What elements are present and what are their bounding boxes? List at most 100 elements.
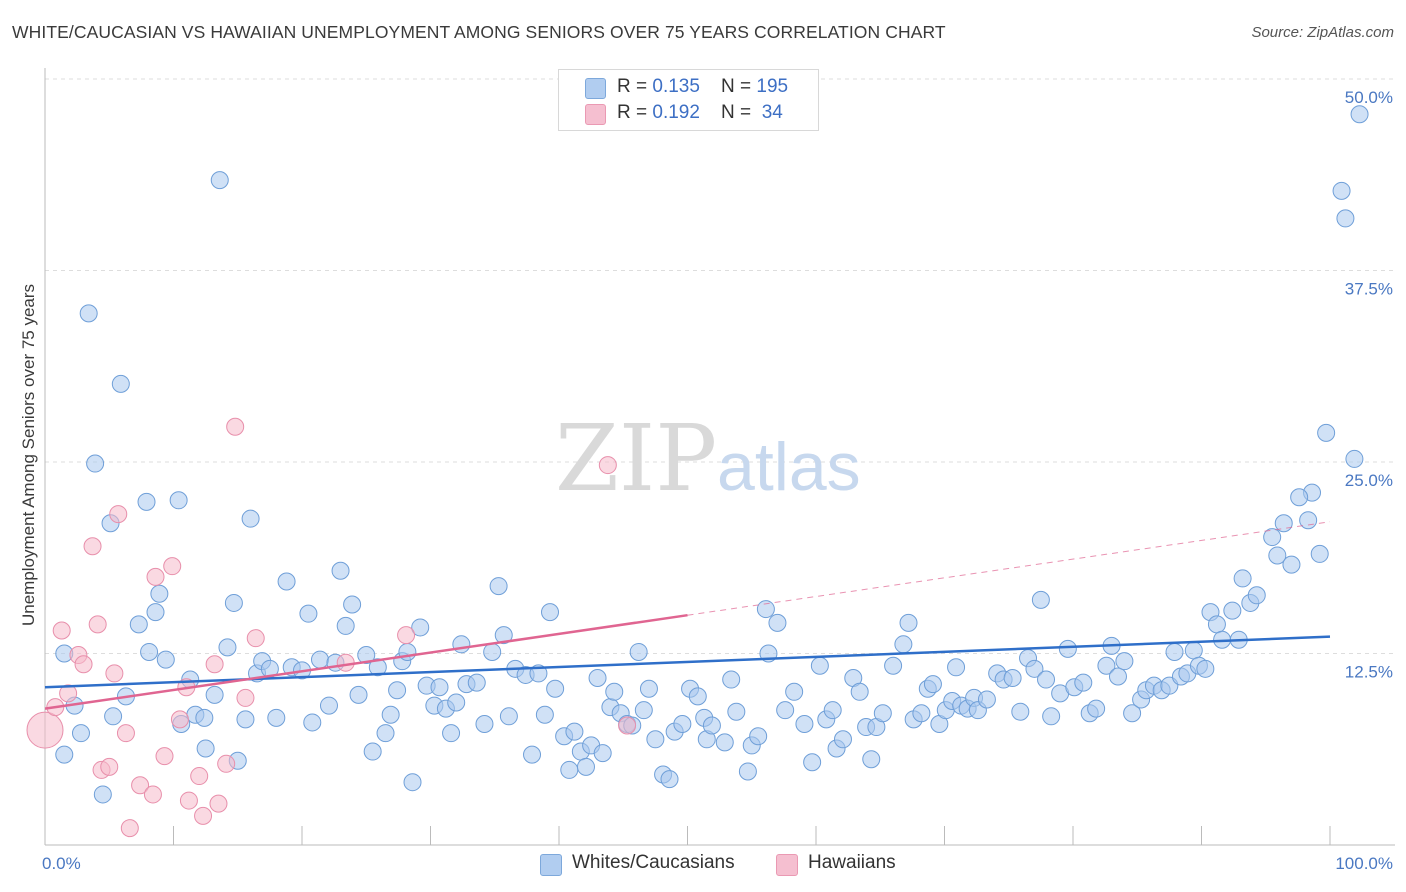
data-point-whites (1184, 641, 1203, 660)
data-point-whites (785, 682, 804, 701)
y-tick-label: 12.5% (1345, 663, 1393, 682)
chart-title: WHITE/CAUCASIAN VS HAWAIIAN UNEMPLOYMENT… (12, 22, 946, 42)
bottom-legend-swatch-whites (540, 854, 562, 876)
data-point-whites (899, 613, 918, 632)
data-point-whites (236, 710, 255, 729)
data-point-hawaiians (59, 684, 78, 703)
data-point-whites (55, 745, 74, 764)
legend-swatch-hawaiians (585, 104, 606, 125)
data-point-hawaiians (226, 417, 245, 436)
trend-line-hawaiians (44, 613, 688, 710)
data-point-whites (1317, 423, 1336, 442)
data-point-whites (195, 708, 214, 727)
data-point-whites (349, 685, 368, 704)
data-point-whites (499, 707, 518, 726)
data-point-hawaiians (209, 794, 228, 813)
data-point-whites (1332, 181, 1351, 200)
axes (44, 68, 1395, 846)
data-point-whites (1087, 699, 1106, 718)
data-point-whites (947, 658, 966, 677)
data-point-hawaiians (116, 724, 135, 743)
data-point-hawaiians (52, 621, 71, 640)
series-hawaiians (26, 417, 637, 838)
data-point-whites (71, 724, 90, 743)
data-point-whites (629, 642, 648, 661)
data-point-whites (884, 656, 903, 675)
source-label: Source: ZipAtlas.com (1251, 24, 1394, 41)
data-point-whites (1123, 704, 1142, 723)
data-point-hawaiians (105, 664, 124, 683)
data-point-whites (702, 716, 721, 735)
data-point-whites (795, 714, 814, 733)
data-point-whites (140, 642, 159, 661)
trend-line-whites (44, 635, 1331, 689)
data-point-whites (1025, 659, 1044, 678)
trend-line-hawaiians-extension (687, 521, 1331, 616)
data-point-hawaiians (246, 629, 265, 648)
data-point-whites (749, 727, 768, 746)
data-point-whites (169, 491, 188, 510)
data-point-whites (873, 704, 892, 723)
data-point-whites (299, 604, 318, 623)
data-point-hawaiians (598, 456, 617, 475)
data-point-whites (331, 561, 350, 580)
legend-r-label: R = (617, 102, 653, 123)
data-point-whites (776, 701, 795, 720)
data-point-hawaiians (217, 754, 236, 773)
data-point-hawaiians (74, 655, 93, 674)
legend-n-value: 195 (756, 76, 789, 97)
data-point-hawaiians (236, 688, 255, 707)
data-point-whites (588, 669, 607, 688)
data-point-whites (634, 701, 653, 720)
data-point-whites (850, 682, 869, 701)
data-point-whites (205, 685, 224, 704)
data-point-whites (715, 733, 734, 752)
data-point-whites (489, 577, 508, 596)
legend-r-label: R = (617, 76, 653, 97)
data-point-whites (833, 730, 852, 749)
y-axis-label: Unemployment Among Seniors over 75 years (19, 284, 38, 626)
data-point-hawaiians (109, 505, 128, 524)
data-point-whites (368, 658, 387, 677)
data-point-whites (129, 615, 148, 634)
data-point-whites (810, 656, 829, 675)
data-point-whites (111, 374, 130, 393)
data-point-whites (1196, 659, 1215, 678)
data-point-whites (593, 744, 612, 763)
data-point-whites (303, 713, 322, 732)
data-point-whites (1310, 544, 1329, 563)
y-tick-labels: 12.5% 25.0% 37.5% 50.0% (1345, 88, 1393, 682)
data-point-hawaiians (179, 791, 198, 810)
data-point-whites (1350, 105, 1369, 124)
data-point-hawaiians (26, 711, 64, 749)
bottom-legend-label-whites: Whites/Caucasians (572, 852, 735, 873)
data-point-whites (1042, 707, 1061, 726)
data-point-whites (224, 593, 243, 612)
data-point-whites (1268, 546, 1287, 565)
data-point-whites (137, 492, 156, 511)
data-point-whites (319, 696, 338, 715)
data-point-whites (1223, 601, 1242, 620)
data-point-whites (411, 618, 430, 637)
data-point-whites (576, 757, 595, 776)
data-point-whites (1031, 590, 1050, 609)
data-point-whites (156, 650, 175, 669)
data-point-hawaiians (205, 655, 224, 674)
bottom-legend-swatch-hawaiians (776, 854, 798, 876)
data-point-whites (363, 742, 382, 761)
data-point-whites (1336, 209, 1355, 228)
data-point-whites (738, 762, 757, 781)
trend-lines (44, 521, 1331, 710)
watermark-zip: ZIP (555, 405, 717, 512)
data-point-whites (560, 760, 579, 779)
data-point-whites (442, 724, 461, 743)
data-point-whites (1097, 656, 1116, 675)
watermark-atlas: atlas (717, 429, 861, 505)
data-point-whites (494, 626, 513, 645)
data-point-whites (1233, 569, 1252, 588)
data-point-whites (768, 613, 787, 632)
data-point-whites (343, 595, 362, 614)
data-point-hawaiians (120, 819, 139, 838)
data-point-hawaiians (163, 557, 182, 576)
